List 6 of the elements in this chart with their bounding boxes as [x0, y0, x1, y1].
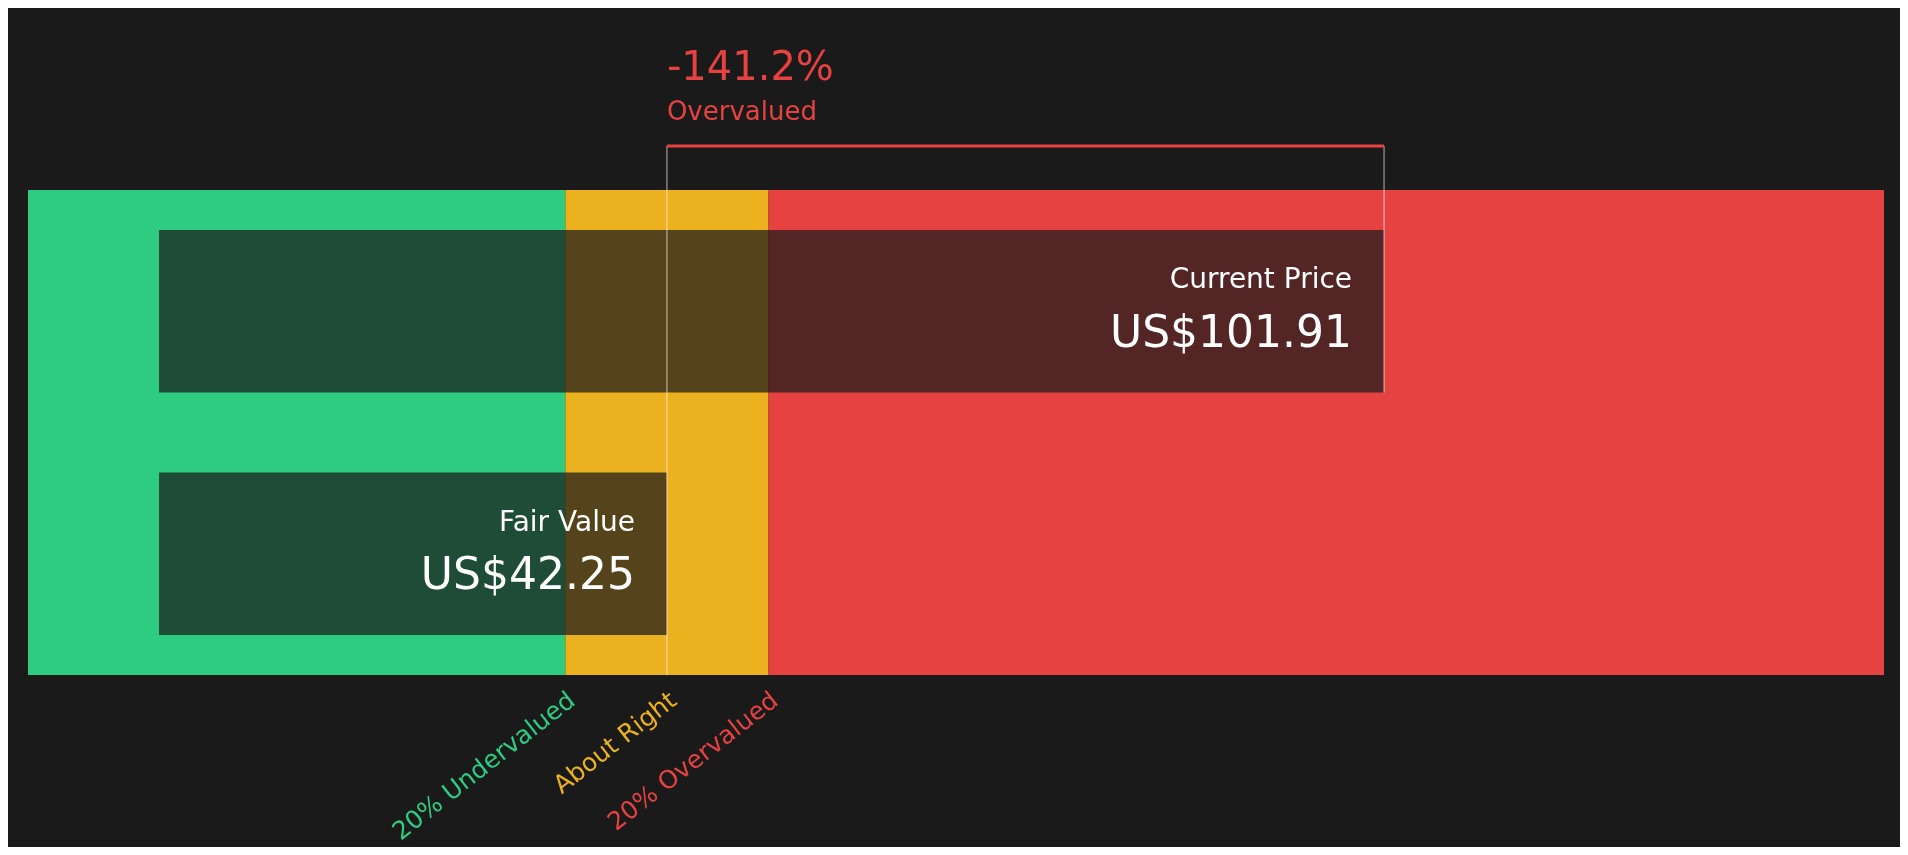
y-tick-label: Fair Value: [499, 504, 635, 538]
y-tick-label: Current Price: [1169, 262, 1353, 296]
data-label: US$42.25: [420, 548, 635, 600]
text: -141.2%: [666, 43, 834, 89]
data-label: US$101.91: [1109, 305, 1353, 357]
text: Overvalued: [666, 96, 817, 126]
